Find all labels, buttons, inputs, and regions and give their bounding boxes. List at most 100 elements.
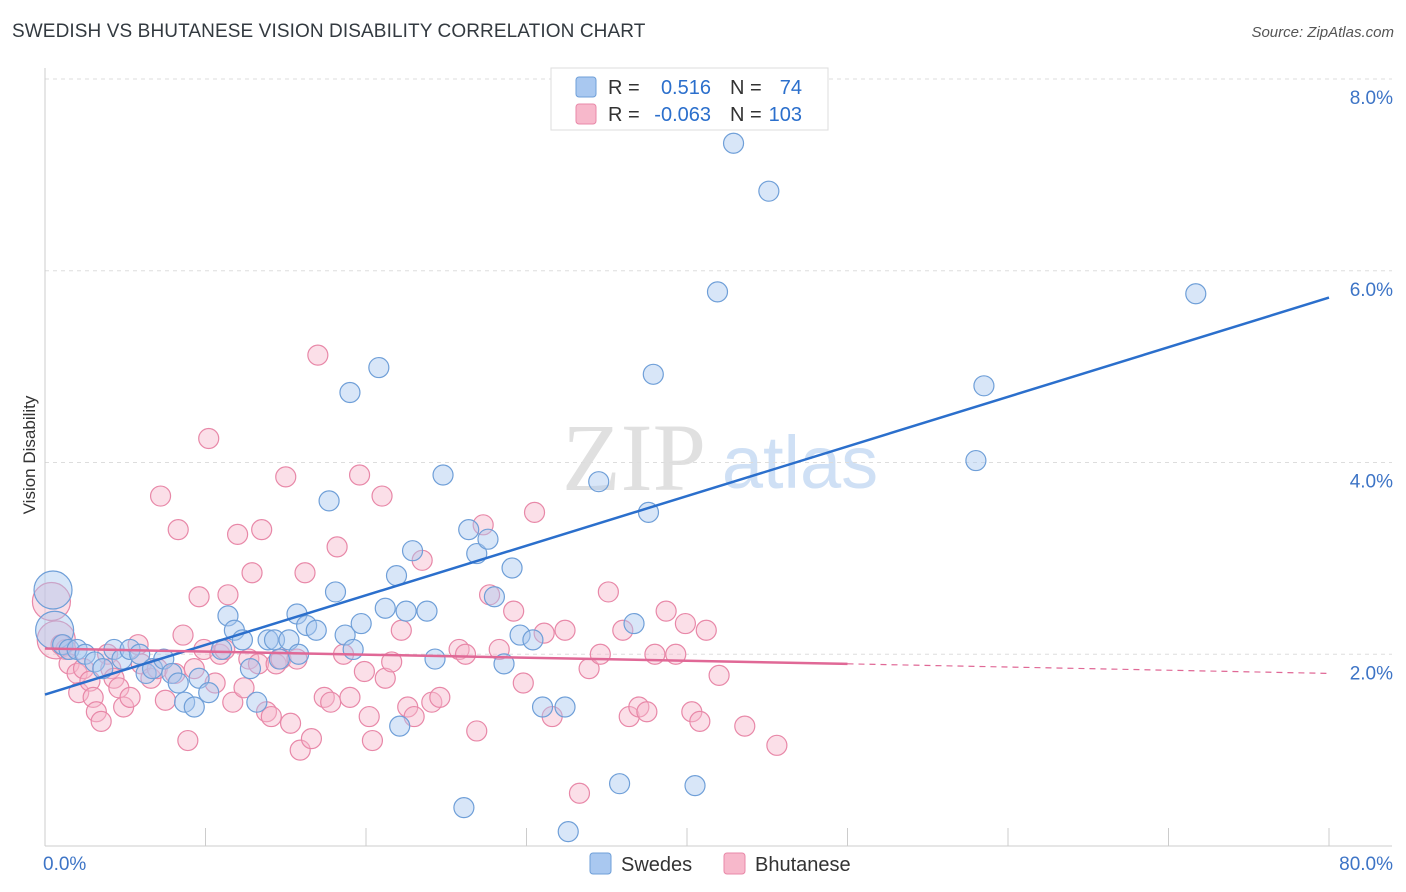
series-legend: Swedes Bhutanese (589, 852, 851, 876)
bhutanese-point-64 (374, 667, 396, 689)
swedes-point-40 (350, 612, 372, 635)
bhutanese-point-52 (300, 728, 323, 750)
bhutanese-point-80 (523, 501, 546, 523)
legend-bhutanese-label: Bhutanese (755, 854, 851, 876)
bhutanese-point-79 (512, 672, 534, 694)
watermark-zip: ZIP (562, 404, 706, 511)
axes (44, 68, 1392, 847)
bhutanese-point-58 (339, 686, 361, 708)
x-tick-label-min: 0.0% (43, 854, 86, 875)
swedes-point-65 (623, 612, 645, 635)
stats-legend-box (550, 67, 829, 131)
bhutanese-point-61 (358, 705, 380, 728)
legend-swedes-label: Swedes (621, 854, 692, 876)
bhutanese-point-100 (734, 715, 756, 737)
swedes-point-55 (493, 653, 515, 675)
swedes-point-53 (477, 528, 499, 550)
x-tick-label-max: 80.0% (1339, 854, 1393, 875)
bhutanese-point-84 (568, 782, 591, 804)
swedes-point-26 (246, 691, 268, 713)
stats-legend: R = 0.516 N = 74 R = -0.063 N = 103 (550, 67, 829, 131)
y-axis-title: Vision Disability (20, 395, 39, 514)
swedes-n-value: 74 (780, 77, 802, 99)
bhutanese-point-98 (695, 619, 717, 641)
bhutanese-point-81 (533, 622, 555, 644)
bhutanese-point-22 (149, 485, 172, 507)
swedes-point-72 (965, 449, 987, 472)
bhutanese-point-23 (154, 689, 176, 711)
bhutanese-point-73 (454, 643, 477, 665)
swedes-point-68 (684, 774, 706, 797)
bhutanese-trend-line (44, 647, 848, 666)
bhutanese-trend-line-extension (847, 663, 1330, 675)
chart-title: SWEDISH VS BHUTANESE VISION DISABILITY C… (12, 21, 646, 42)
bhutanese-point-50 (289, 739, 311, 761)
swedes-point-47 (416, 600, 438, 622)
bhutanese-swatch (575, 103, 597, 125)
swedes-point-42 (374, 597, 396, 619)
swedes-point-73 (973, 375, 995, 397)
bhutanese-point-44 (260, 705, 282, 728)
trend-lines (44, 296, 1330, 696)
bhutanese-point-51 (294, 562, 316, 584)
swedes-point-67 (642, 363, 664, 385)
bhutanese-point-62 (361, 729, 384, 752)
bhutanese-point-55 (320, 691, 342, 713)
bhutanese-r-label: R = (608, 104, 640, 126)
swedes-point-0 (33, 570, 73, 610)
bhutanese-point-91 (636, 701, 658, 723)
swedes-r-value: 0.516 (661, 77, 711, 99)
bhutanese-point-11 (90, 710, 112, 732)
swedes-point-50 (453, 797, 475, 819)
bhutanese-point-26 (172, 624, 194, 646)
y-tick-label-3: 8.0% (1350, 88, 1393, 109)
swedes-point-16 (167, 672, 189, 694)
bhutanese-point-31 (198, 427, 220, 450)
swedes-point-39 (339, 381, 361, 404)
swedes-point-27 (257, 629, 279, 651)
swedes-point-7 (92, 658, 114, 680)
swedes-point-56 (501, 557, 523, 579)
series-swedes-points (33, 96, 1207, 843)
bhutanese-point-48 (279, 712, 302, 734)
y-axis-tick-labels: 2.0% 4.0% 6.0% 8.0% (1350, 88, 1393, 684)
swedes-point-71 (758, 180, 780, 202)
y-tick-label-1: 4.0% (1350, 472, 1393, 493)
bhutanese-point-99 (708, 664, 730, 686)
legend-swedes-swatch (589, 852, 612, 875)
bhutanese-point-86 (589, 643, 611, 665)
swedes-n-label: N = (730, 77, 762, 99)
swedes-swatch (575, 76, 597, 98)
bhutanese-point-37 (227, 523, 249, 546)
bhutanese-point-56 (326, 536, 348, 558)
swedes-point-34 (305, 619, 327, 641)
bhutanese-point-17 (119, 686, 141, 708)
bhutanese-point-74 (466, 720, 488, 742)
bhutanese-point-42 (251, 519, 273, 541)
swedes-point-45 (395, 600, 417, 622)
swedes-point-20 (198, 681, 220, 704)
bhutanese-point-59 (348, 464, 371, 486)
swedes-point-57 (509, 624, 531, 646)
bhutanese-point-71 (429, 686, 451, 708)
bhutanese-n-value: 103 (769, 104, 802, 126)
swedes-point-41 (368, 356, 390, 379)
swedes-point-58 (522, 629, 544, 651)
swedes-point-18 (183, 696, 205, 718)
bhutanese-point-93 (655, 600, 677, 622)
swedes-point-70 (722, 132, 745, 154)
swedes-point-61 (554, 696, 576, 718)
bhutanese-point-40 (241, 562, 263, 584)
swedes-point-63 (588, 471, 610, 493)
swedes-point-36 (324, 581, 347, 603)
bhutanese-point-25 (167, 519, 189, 541)
swedes-point-51 (458, 519, 480, 541)
x-axis-ticks (44, 828, 1330, 846)
swedes-point-59 (531, 696, 554, 718)
y-tick-label-0: 2.0% (1350, 663, 1393, 684)
bhutanese-r-value: -0.063 (654, 104, 711, 126)
bhutanese-point-77 (488, 638, 510, 661)
swedes-point-46 (401, 540, 424, 562)
bhutanese-point-38 (233, 677, 255, 699)
